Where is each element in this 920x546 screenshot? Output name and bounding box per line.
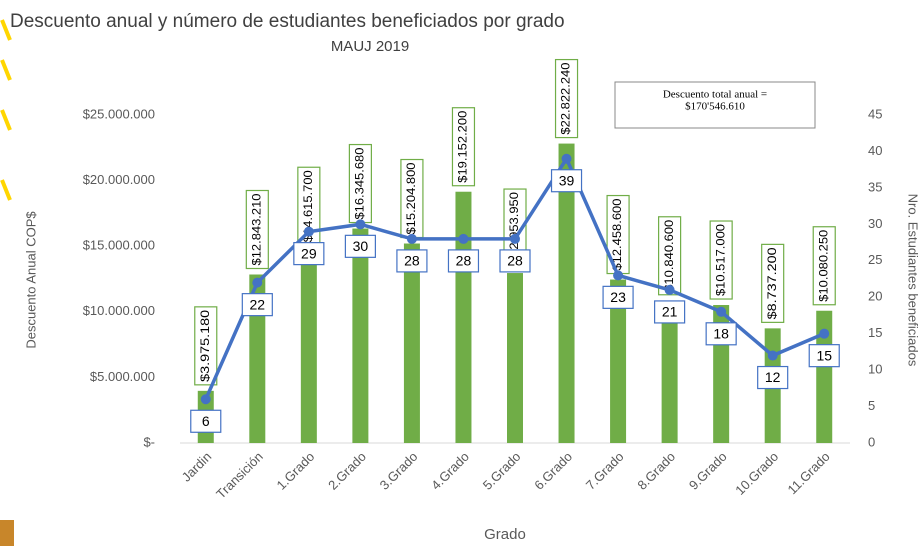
line-point [819, 329, 829, 339]
data-label: 22 [250, 296, 266, 312]
data-label: $10.517.000 [713, 224, 727, 296]
line-point [613, 270, 623, 280]
decoration [0, 520, 14, 546]
line-point [355, 219, 365, 229]
y2-tick-label: 45 [868, 106, 882, 121]
data-label: $19.152.200 [456, 110, 470, 182]
line-point [716, 307, 726, 317]
y-axis-title: Descuento Anual COP$ [23, 211, 38, 349]
y2-tick-label: 25 [868, 252, 882, 267]
y-tick-label: $- [143, 434, 155, 449]
data-label: 28 [404, 253, 420, 269]
line-point [304, 227, 314, 237]
y2-tick-label: 5 [868, 398, 875, 413]
data-label: $22.822.240 [559, 62, 573, 134]
chart-title: Descuento anual y número de estudiantes … [10, 11, 565, 32]
page: Descuento anual y número de estudiantes … [0, 0, 920, 546]
data-label: 21 [662, 304, 678, 320]
line-point [510, 234, 520, 244]
chart-subtitle: MAUJ 2019 [331, 38, 409, 55]
data-label: 6 [202, 413, 210, 429]
annotation: Descuento total anual = [663, 89, 767, 101]
bar [301, 251, 317, 443]
line-point [458, 234, 468, 244]
data-label: 15 [816, 347, 832, 363]
annotation: $170'546.610 [685, 101, 745, 113]
data-label: $12.843.210 [249, 193, 263, 265]
line-point [407, 234, 417, 244]
chart: Descuento anual y número de estudiantes … [0, 0, 920, 546]
y-tick-label: $10.000.000 [83, 303, 155, 318]
line-point [768, 351, 778, 361]
data-label: $10.080.250 [816, 229, 830, 301]
y-tick-label: $5.000.000 [90, 369, 155, 384]
data-label: $10.840.600 [662, 219, 676, 291]
data-label: 18 [713, 326, 729, 342]
y-tick-label: $25.000.000 [83, 106, 155, 121]
data-label: $3.975.180 [198, 309, 212, 381]
y2-tick-label: 40 [868, 143, 882, 158]
bar [455, 192, 471, 443]
data-label: 28 [456, 253, 472, 269]
line-point [252, 278, 262, 288]
data-label: $8.737.200 [765, 247, 779, 319]
data-label: 23 [610, 289, 626, 305]
data-label: 12 [765, 369, 781, 385]
y2-tick-label: 15 [868, 325, 882, 340]
data-label: 28 [507, 253, 523, 269]
y2-tick-label: 30 [868, 216, 882, 231]
data-label: $15.204.800 [404, 162, 418, 234]
bar [507, 273, 523, 443]
y2-axis-title: Nro. Estudiantes beneficiados [906, 194, 920, 367]
y2-tick-label: 0 [868, 434, 875, 449]
x-axis-title: Grado [484, 526, 526, 543]
data-label: 30 [353, 238, 369, 254]
data-label: 39 [559, 172, 575, 188]
data-label: $16.345.680 [353, 147, 367, 219]
line-point [562, 154, 572, 164]
y-tick-label: $20.000.000 [83, 172, 155, 187]
line-point [665, 285, 675, 295]
bar [404, 244, 420, 443]
y2-tick-label: 20 [868, 289, 882, 304]
y-tick-label: $15.000.000 [83, 238, 155, 253]
y2-tick-label: 35 [868, 179, 882, 194]
y2-tick-label: 10 [868, 362, 882, 377]
data-label: 29 [301, 245, 317, 261]
bar [352, 229, 368, 443]
line-point [201, 394, 211, 404]
